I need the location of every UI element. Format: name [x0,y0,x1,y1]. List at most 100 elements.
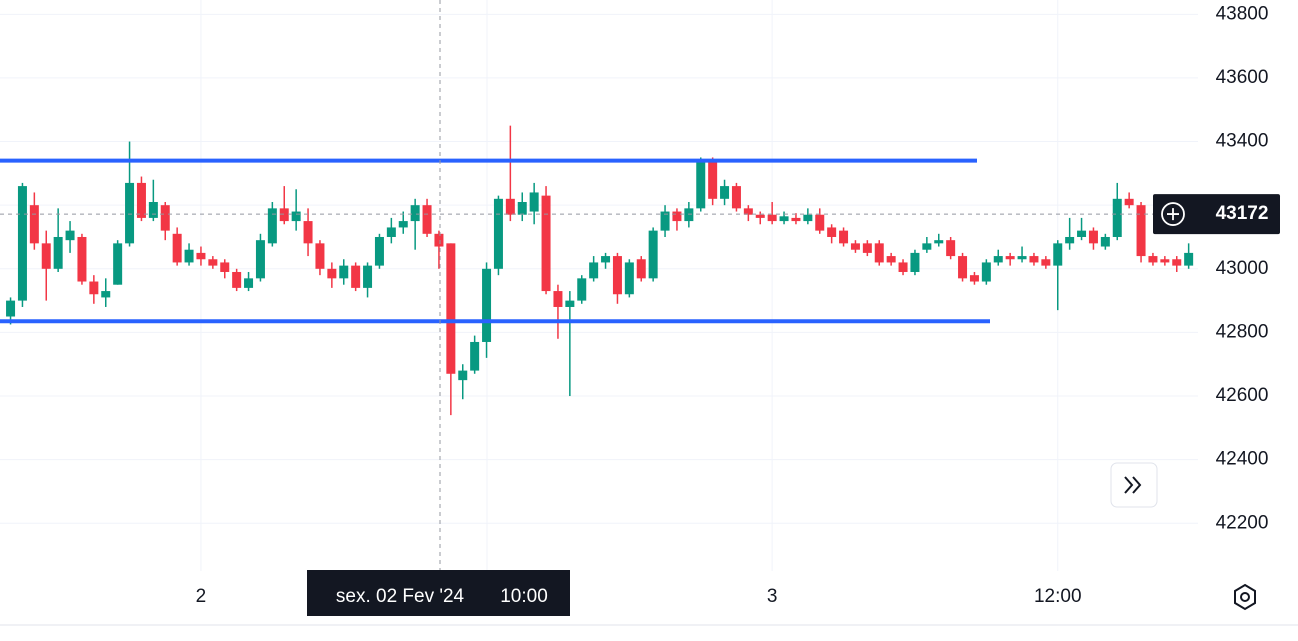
candle-body [279,208,289,222]
candle-body [1005,256,1015,260]
plot-area [0,0,1194,570]
candle-body [315,243,325,269]
candle-body [755,214,765,218]
candle-body [410,205,420,222]
candle-body [720,186,730,199]
scroll-icon [1124,476,1142,494]
candle-body [803,214,813,222]
candle-body [553,291,563,307]
candle-body [815,214,825,231]
candle-body [339,265,349,279]
candle-body [89,281,99,295]
y-tick-label: 42400 [1216,449,1269,470]
candle-body [446,243,456,374]
candle-body [482,268,492,342]
candle-body [1053,243,1063,266]
axes: 4220042400426004280043000432004340043600… [196,3,1280,616]
candle-body [6,300,16,317]
candle-body [267,208,277,244]
candle-body [1148,256,1158,263]
candle-body [125,182,135,244]
candle-body [839,230,849,244]
candle-body [993,256,1003,263]
candle-body [946,240,956,257]
candle-body [1041,259,1051,266]
candle-body [767,214,777,222]
candle-body [101,291,111,298]
candle-body [351,265,361,288]
crosshair-date: sex. 02 Fev '24 [336,586,465,607]
candle-body [601,256,611,263]
candle-body [589,262,599,279]
candle-body [958,256,968,279]
candle-body [65,230,75,241]
candle-body [1112,198,1122,237]
candle-body [17,186,27,301]
candle-body [232,271,242,288]
candle-body [1017,256,1027,260]
candle-body [208,259,218,266]
candle-body [41,243,51,269]
candle-body [196,252,206,260]
candle-body [529,192,539,212]
candle-body [696,160,706,209]
candle-body [398,221,408,228]
candle-body [291,211,301,222]
candle-body [1172,259,1182,266]
y-tick-label: 43600 [1216,67,1269,88]
candle-body [1184,252,1194,266]
candle-body [1160,259,1170,263]
settings-icon-center [1240,592,1250,602]
add-alert-button[interactable] [1161,202,1185,226]
crosshair-time: 10:00 [500,586,548,607]
candle-body [577,278,587,301]
candle-body [327,268,337,279]
candle-body [434,233,444,247]
candle-body [850,243,860,250]
candle-body [1124,198,1134,206]
x-tick-label: 3 [767,586,778,607]
y-tick-label: 42800 [1216,321,1269,342]
candle-body [184,249,194,263]
settings-icon[interactable] [1234,583,1256,611]
crosshair-price: 43172 [1216,203,1269,224]
x-tick-label: 12:00 [1034,586,1082,607]
candle-body [898,262,908,272]
scroll-button-bg[interactable] [1110,462,1158,508]
add-alert-plus [1167,208,1179,221]
candle-body [303,221,313,244]
candle-body [969,275,979,282]
candle-body [672,211,682,222]
candle-body [244,278,254,288]
candle-body [874,243,884,263]
candle-body [458,370,468,381]
candle-body [1029,256,1039,263]
y-tick-label: 43800 [1216,3,1269,24]
candle-body [648,230,658,279]
candle-body [1088,230,1098,244]
candle-body [505,198,515,215]
candle-body [363,265,373,288]
candle-body [922,243,932,250]
candle-body [910,252,920,272]
add-alert-icon[interactable] [1161,202,1185,226]
candle-body [624,262,634,295]
candle-body [136,182,146,218]
candle-body [541,195,551,292]
candle-body [1077,230,1087,237]
scroll-button[interactable] [1110,462,1158,508]
candle-body [374,236,384,266]
candle-body [1065,236,1075,244]
y-tick-label: 42200 [1216,512,1269,533]
settings-button[interactable] [1234,583,1256,611]
candle-body [886,256,896,263]
candle-body [470,341,480,371]
candle-body [565,300,575,307]
y-tick-label: 42600 [1216,385,1269,406]
candle-body [731,186,741,209]
candle-body [660,211,670,231]
crosshair-price-box [1153,194,1280,235]
candle-body [1100,236,1110,247]
candle-body [827,227,837,237]
